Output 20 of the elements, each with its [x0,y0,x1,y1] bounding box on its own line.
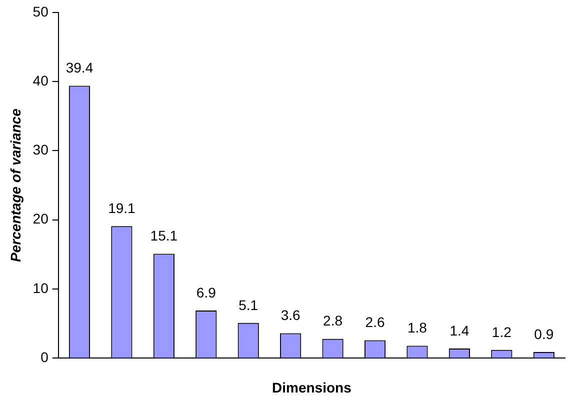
y-tick-label: 20 [32,210,49,227]
data-label: 3.6 [280,307,301,324]
x-axis-title: Dimensions [272,379,352,396]
data-label: 5.1 [238,296,258,313]
data-label: 0.9 [534,326,554,342]
y-axis-title: Percentage of variance [7,108,24,262]
y-tick-label: 0 [40,349,49,366]
data-label: 39.4 [66,60,94,76]
y-tick-label: 30 [32,142,49,158]
data-label: 1.2 [492,324,512,340]
y-tick-label: 40 [32,72,49,88]
data-label: 6.9 [196,284,216,300]
y-tick-label: 10 [32,280,49,296]
data-label: 15.1 [150,228,178,244]
data-label: 2.8 [323,312,343,329]
data-label: 19.1 [108,200,136,216]
data-label: 1.4 [450,322,470,338]
y-tick-label: 50 [32,3,49,20]
data-label: 2.6 [365,314,385,330]
data-label: 1.8 [408,320,428,336]
